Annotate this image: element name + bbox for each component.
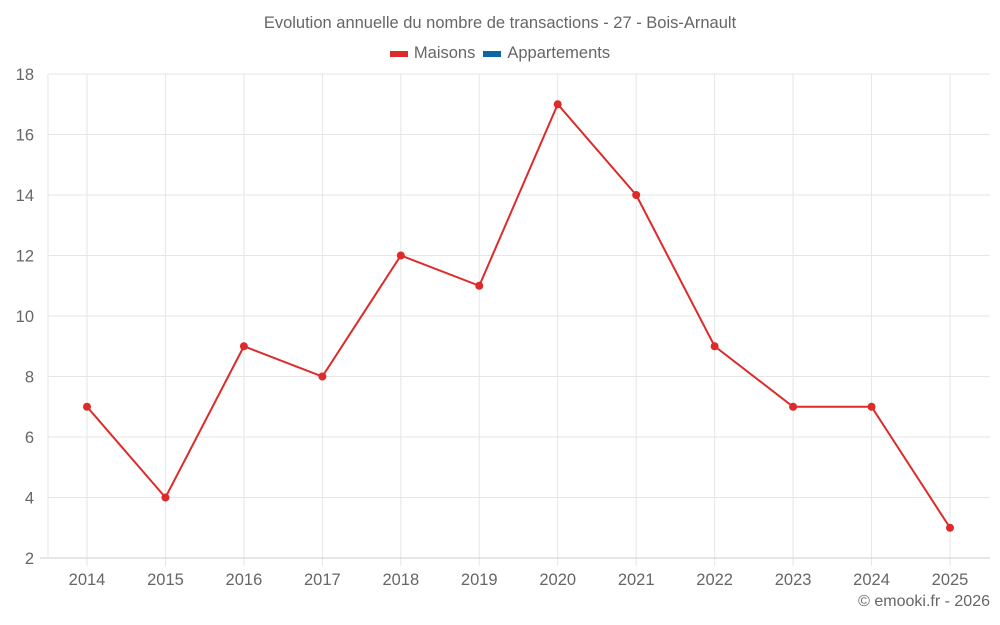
data-point[interactable] bbox=[789, 402, 798, 411]
data-point[interactable] bbox=[318, 372, 327, 381]
y-tick-label: 8 bbox=[25, 369, 34, 387]
data-point[interactable] bbox=[710, 342, 719, 351]
y-tick-label: 16 bbox=[16, 127, 34, 145]
legend-item-maisons[interactable]: Maisons bbox=[389, 44, 476, 63]
x-tick-label: 2014 bbox=[69, 571, 106, 589]
x-tick-label: 2017 bbox=[304, 571, 341, 589]
data-point[interactable] bbox=[553, 100, 562, 109]
series-line-maisons bbox=[86, 102, 951, 529]
data-point[interactable] bbox=[396, 251, 405, 260]
legend-item-appartements[interactable]: Appartements bbox=[483, 44, 610, 63]
y-tick-label: 18 bbox=[16, 66, 34, 84]
y-tick-label: 14 bbox=[16, 187, 34, 205]
x-tick-label: 2016 bbox=[226, 571, 263, 589]
data-point[interactable] bbox=[946, 523, 954, 532]
x-tick-label: 2024 bbox=[853, 571, 890, 589]
chart-title: Evolution annuelle du nombre de transact… bbox=[263, 14, 737, 32]
legend-label-maisons: Maisons bbox=[413, 44, 476, 62]
x-tick-label: 2022 bbox=[696, 571, 733, 589]
legend: Maisons Appartements bbox=[0, 44, 1000, 63]
x-tick-label: 2020 bbox=[539, 571, 576, 589]
data-point[interactable] bbox=[475, 281, 484, 290]
x-tick-label: 2025 bbox=[932, 571, 969, 589]
x-tick-label: 2018 bbox=[382, 571, 419, 589]
x-tick-label: 2015 bbox=[147, 571, 184, 589]
maisons-swatch-icon bbox=[389, 50, 408, 57]
y-tick-label: 6 bbox=[25, 429, 34, 447]
data-point[interactable] bbox=[161, 493, 170, 502]
x-tick-label: 2021 bbox=[618, 571, 655, 589]
y-tick-label: 12 bbox=[16, 248, 34, 266]
legend-label-appartements: Appartements bbox=[507, 44, 611, 62]
data-point[interactable] bbox=[632, 191, 641, 199]
appartements-swatch-icon bbox=[483, 50, 502, 57]
data-point[interactable] bbox=[83, 402, 91, 411]
credit-text: © emooki.fr - 2026 bbox=[858, 593, 990, 610]
x-tick-label: 2019 bbox=[461, 571, 498, 589]
y-tick-label: 10 bbox=[16, 308, 34, 326]
x-tick-label: 2023 bbox=[775, 571, 812, 589]
data-point[interactable] bbox=[867, 402, 876, 411]
y-tick-label: 4 bbox=[25, 490, 34, 508]
data-point[interactable] bbox=[239, 342, 248, 351]
y-tick-label: 2 bbox=[25, 550, 34, 568]
